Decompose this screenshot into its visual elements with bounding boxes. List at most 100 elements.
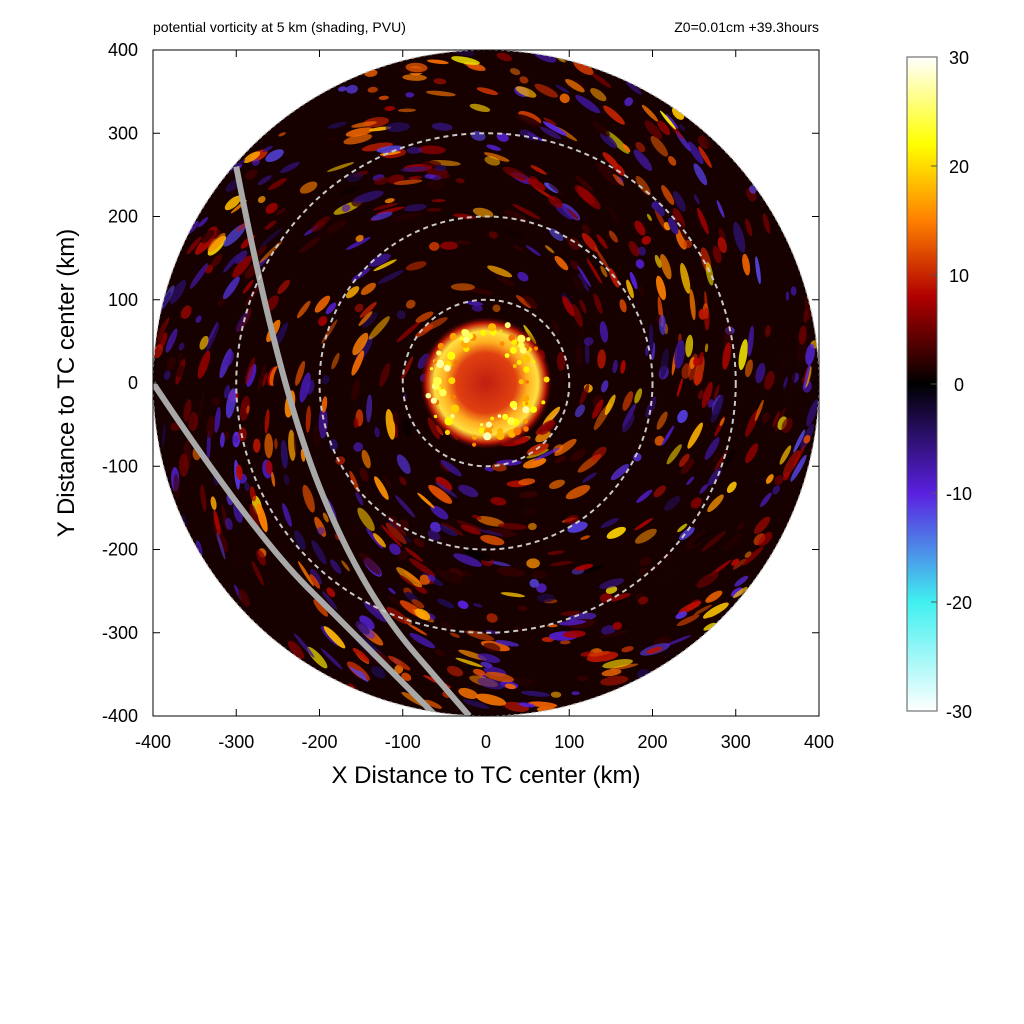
pv-cell (359, 467, 369, 482)
pv-cell (351, 525, 359, 535)
eyewall-cell (510, 346, 517, 354)
eyewall-cell (517, 341, 525, 349)
pv-cell (265, 202, 278, 214)
pv-cell (626, 279, 634, 299)
pv-cell (467, 63, 486, 72)
pv-cell (798, 325, 807, 345)
pv-cell (660, 347, 669, 378)
pv-cell (200, 484, 207, 512)
pv-cell (354, 303, 364, 313)
pv-cell (330, 559, 342, 574)
pv-cell (612, 621, 622, 630)
pv-cell (318, 316, 328, 326)
pv-cell (764, 370, 775, 391)
eyewall-cell (523, 366, 530, 373)
pv-cell (805, 344, 815, 365)
pv-cell (163, 370, 171, 380)
pv-cell (629, 271, 638, 290)
pv-cell (492, 304, 501, 313)
pv-cell (635, 141, 646, 153)
pv-cell (469, 103, 491, 112)
pv-cell (577, 273, 590, 292)
pv-cell (707, 399, 715, 408)
pv-cell (265, 220, 277, 230)
pv-cell (485, 671, 515, 683)
pv-cell (635, 259, 645, 269)
eyewall-cell (532, 360, 536, 364)
pv-cell (429, 241, 440, 251)
pv-cell (411, 599, 425, 609)
eyewall-cell (490, 416, 495, 421)
pv-cell (455, 657, 483, 668)
pv-cell (314, 295, 331, 313)
pv-cell (341, 560, 350, 572)
pv-cell (434, 649, 445, 657)
track-line-b (153, 381, 439, 716)
pv-cell (683, 239, 693, 249)
pv-cell (381, 524, 402, 547)
pv-cell (353, 190, 384, 204)
pv-cell (676, 614, 700, 627)
pv-cell (634, 518, 653, 531)
eyewall-cell (541, 400, 546, 405)
pv-cell (472, 603, 483, 608)
pv-cell (349, 470, 360, 493)
pv-cell (687, 141, 704, 165)
pv-cell (435, 482, 458, 498)
pv-cell (436, 643, 458, 655)
pv-cell (257, 195, 266, 204)
pv-cell (512, 203, 541, 220)
pv-cell (277, 279, 290, 295)
pv-cell (360, 282, 376, 296)
pv-cell (373, 259, 397, 272)
pv-cell (351, 379, 361, 401)
pv-cell (388, 655, 411, 671)
eyewall-cell (459, 336, 464, 341)
pv-cell (265, 149, 284, 162)
pv-cell (575, 94, 601, 114)
pv-cell (337, 86, 347, 92)
pv-cell (609, 663, 639, 671)
eyewall-cell (508, 334, 516, 342)
pv-cell (345, 286, 360, 299)
pv-cell (496, 566, 526, 577)
pv-cell (262, 372, 268, 387)
pv-cell (197, 217, 209, 228)
pv-cell (264, 409, 270, 434)
pv-cell (528, 701, 558, 708)
pv-cell (720, 449, 736, 471)
pv-cell (522, 507, 536, 517)
eyewall-cell (450, 404, 460, 413)
pv-cell (732, 558, 746, 570)
pv-cell (574, 564, 594, 571)
pv-cell (378, 95, 389, 100)
pv-cell (436, 598, 455, 609)
pv-cell (200, 229, 215, 244)
colorbar-tick-label: 30 (949, 48, 969, 68)
eyewall-cell (530, 406, 537, 413)
pv-cell (471, 304, 483, 312)
pv-cell (587, 651, 610, 657)
pv-cell (414, 608, 431, 621)
pv-cell (656, 411, 668, 430)
pv-cell (385, 122, 410, 133)
pv-cell (418, 145, 446, 155)
pv-cell (297, 560, 314, 587)
colorbar-ticks: 30 20 10 0 -10 -20 -30 (931, 48, 972, 722)
pv-cell (424, 173, 436, 179)
pv-cell (549, 228, 564, 242)
pv-cell (225, 517, 233, 531)
pv-cell (379, 362, 391, 387)
pv-cell (764, 325, 771, 338)
pv-cell (678, 601, 700, 614)
pv-cell (357, 507, 375, 532)
pv-cell (703, 622, 717, 631)
pv-cell (302, 484, 315, 513)
pv-cell (519, 76, 529, 84)
pv-cell (542, 121, 567, 136)
pv-cell (325, 302, 337, 315)
pv-cell (649, 323, 654, 354)
pv-cell (312, 426, 321, 448)
pv-cell (760, 492, 772, 507)
pv-cell (731, 558, 740, 566)
